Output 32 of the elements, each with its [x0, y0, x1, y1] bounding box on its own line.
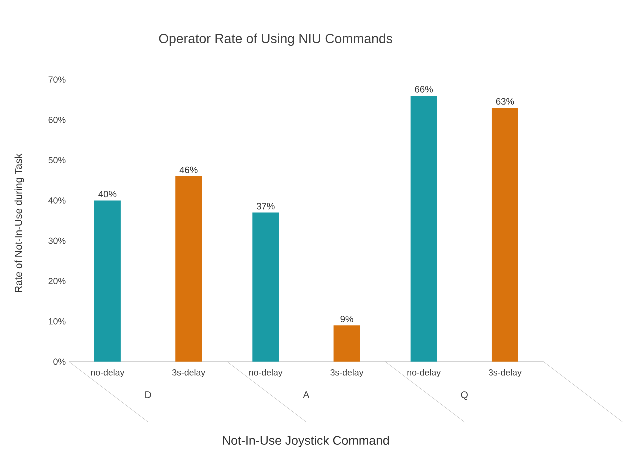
text: 3s-delay — [172, 369, 206, 378]
x-tick-label: Q — [461, 392, 468, 400]
y-tick-label: 10% — [49, 318, 66, 325]
data-label: 37% — [256, 203, 275, 210]
data-label: 40% — [98, 190, 117, 198]
y-tick-label: 50% — [48, 157, 66, 164]
text: no-delay — [408, 369, 441, 378]
data-label: 9% — [340, 316, 354, 322]
series-label: 3s-delay — [330, 369, 364, 378]
bar — [410, 96, 438, 362]
x-tick-label: D — [146, 392, 152, 398]
x-axis-title: Not-In-Use Joystick Command — [223, 436, 390, 448]
y-axis-title: Rate of Not-In-Use during Task — [14, 154, 24, 292]
data-label: 46% — [180, 166, 198, 174]
bar — [252, 212, 280, 362]
data-label: 63% — [496, 98, 514, 105]
bar — [176, 176, 202, 362]
text: no-delay — [250, 369, 283, 378]
bar — [94, 200, 121, 362]
y-tick-label: 20% — [48, 278, 66, 284]
series-label: no-delay — [91, 369, 125, 378]
bar — [492, 108, 518, 362]
y-tick-label: 30% — [48, 238, 66, 244]
x-tick-label: A — [303, 392, 310, 398]
bar — [334, 326, 360, 362]
y-tick-label: 0% — [54, 358, 66, 365]
y-tick-label: 60% — [48, 116, 66, 124]
text: 3s-delay — [488, 369, 522, 378]
chart-title: Operator Rate of Using NIU Commands — [159, 34, 392, 46]
y-tick-label: 70% — [48, 76, 66, 83]
y-tick-label: 40% — [48, 198, 66, 204]
data-label: 66% — [415, 86, 434, 93]
